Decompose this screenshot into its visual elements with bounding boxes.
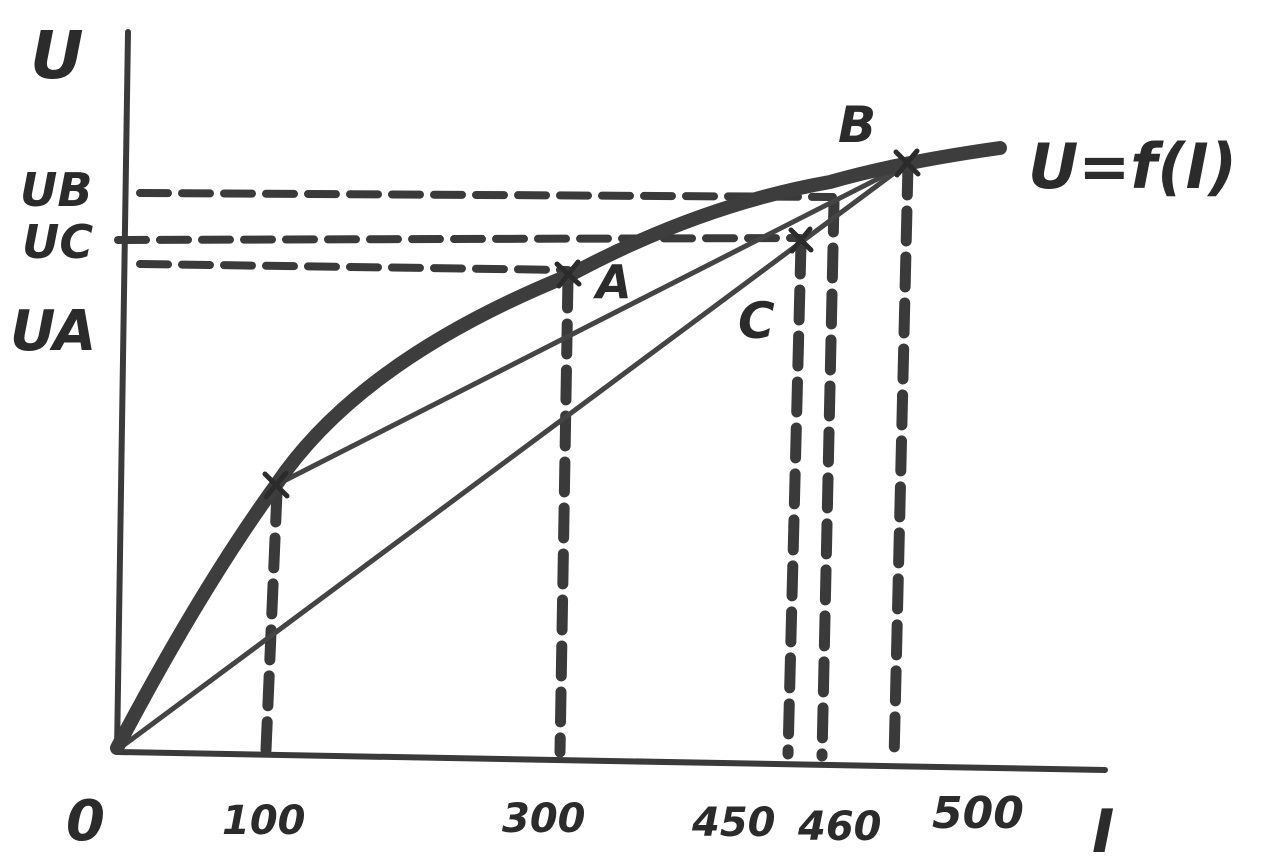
guide-uc <box>114 234 804 244</box>
x-tick-450: 450 <box>691 800 776 846</box>
curve-label-background <box>1018 118 1246 210</box>
x-axis <box>114 749 1108 773</box>
guide-ua <box>136 260 572 274</box>
x-tick-100: 100 <box>222 798 306 844</box>
y-tick-ua: UA <box>10 299 96 364</box>
guide-500 <box>888 159 914 766</box>
x-axis-label: I <box>1092 797 1114 866</box>
y-tick-uc: UC <box>22 215 93 269</box>
guide-300 <box>554 272 574 758</box>
x-tick-500: 500 <box>932 788 1024 839</box>
point-100-mark <box>262 470 290 500</box>
guide-460 <box>816 196 840 762</box>
point-b-label: B <box>838 96 876 154</box>
point-b-mark <box>893 148 921 178</box>
y-axis-label: U <box>30 17 84 94</box>
y-tick-ub: UB <box>20 163 92 217</box>
chord-100-to-b <box>273 162 908 488</box>
x-tick-460: 460 <box>797 804 882 850</box>
curve-label: U=f(I) <box>1028 130 1237 203</box>
origin-label: 0 <box>66 789 105 854</box>
guide-100 <box>260 486 283 756</box>
guide-450 <box>782 238 807 760</box>
curve-u-f-i <box>110 141 1007 755</box>
point-c-mark <box>788 226 814 254</box>
point-c-label: C <box>738 292 775 350</box>
guide-ub <box>136 189 837 201</box>
point-a-label: A <box>593 255 632 309</box>
y-axis <box>114 29 131 755</box>
chord-origin-to-b <box>117 162 908 751</box>
point-a-mark <box>554 259 582 289</box>
x-tick-300: 300 <box>502 796 586 842</box>
